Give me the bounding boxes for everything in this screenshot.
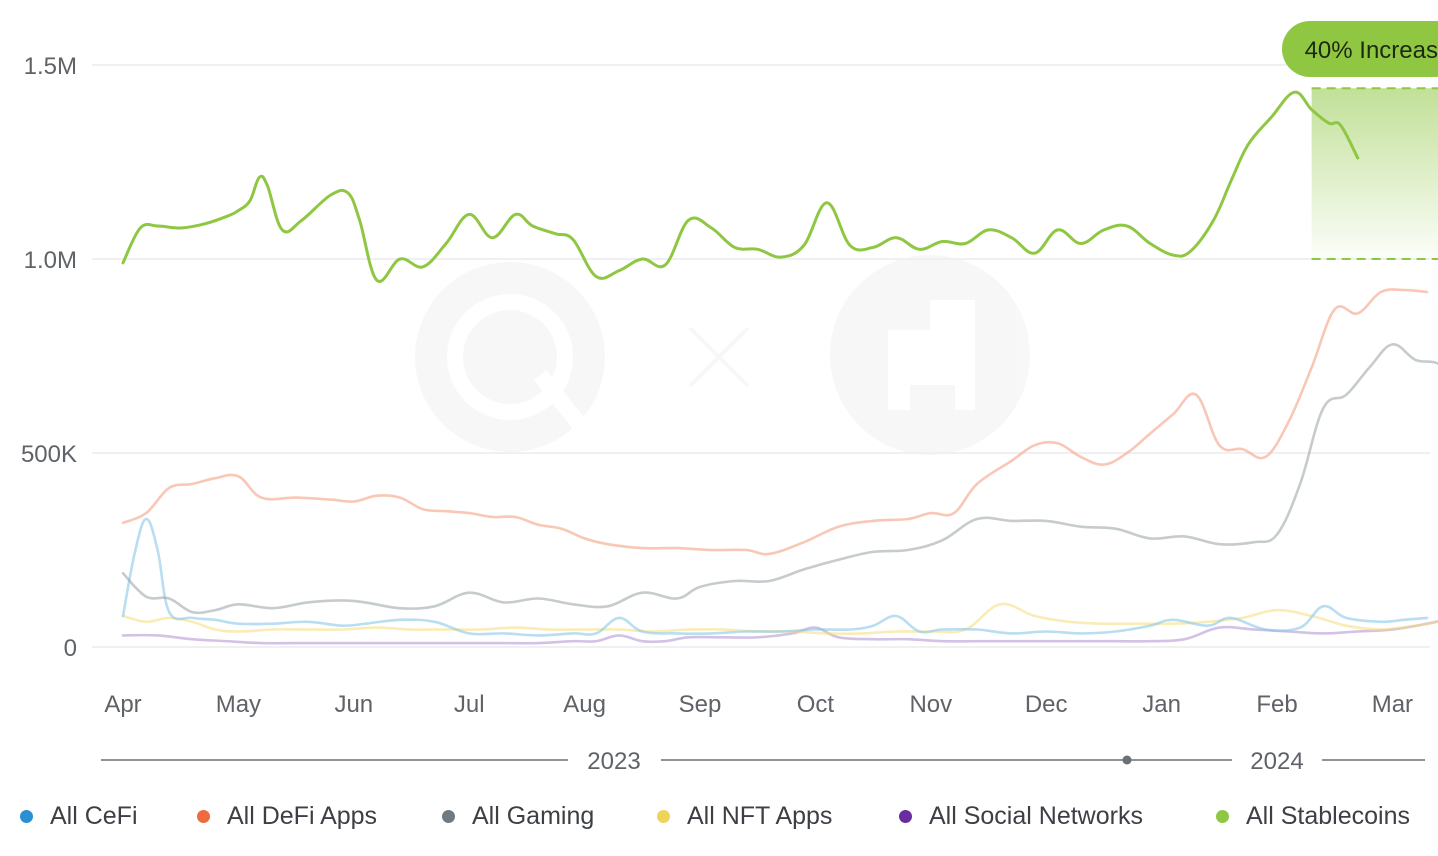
series-line-all-defi-apps — [121, 288, 1429, 556]
increase-highlight — [1311, 88, 1438, 259]
legend-dot-icon — [657, 809, 670, 823]
legend-item[interactable]: All Gaming — [442, 796, 594, 836]
x-tick-label: Jun — [334, 691, 373, 718]
year-timeline: 2023 2024 — [101, 748, 1425, 775]
increase-badge-label: 40% Increase — [1305, 37, 1438, 64]
y-tick-label: 1.0M — [24, 247, 77, 274]
timeline-marker — [1122, 755, 1132, 765]
legend-label: All NFT Apps — [687, 801, 833, 830]
gridlines: 0 500K 1.0M 1.5M — [21, 53, 1430, 662]
increase-badge — [1281, 21, 1438, 77]
year-label: 2023 — [587, 748, 640, 775]
legend-dot-icon — [20, 809, 33, 823]
legend-label: All Stablecoins — [1246, 801, 1410, 830]
legend: All CeFi All DeFi Apps All Gaming All NFT A… — [0, 796, 1438, 836]
watermark-logos — [415, 255, 1030, 455]
x-tick-label: May — [216, 691, 261, 718]
x-tick-label: Oct — [797, 691, 835, 718]
legend-item[interactable]: All Social Networks — [899, 796, 1143, 836]
legend-dot-icon — [442, 809, 455, 823]
y-tick-label: 500K — [21, 441, 77, 468]
x-tick-label: Feb — [1256, 691, 1297, 718]
x-tick-label: Jan — [1142, 691, 1181, 718]
y-tick-label: 1.5M — [24, 53, 77, 80]
series-line-all-stablecoins — [121, 90, 1360, 283]
legend-label: All Social Networks — [929, 801, 1143, 830]
x-tick-label: Aug — [563, 691, 606, 718]
x-tick-label: Sep — [679, 691, 722, 718]
legend-label: All CeFi — [50, 801, 138, 830]
x-tick-label: Jul — [454, 691, 485, 718]
legend-item[interactable]: All Stablecoins — [1216, 796, 1410, 836]
x-tick-label: Mar — [1372, 691, 1413, 718]
legend-dot-icon — [899, 809, 912, 823]
x-tick-label: Apr — [104, 691, 141, 718]
legend-item[interactable]: All DeFi Apps — [197, 796, 377, 836]
x-tick-label: Dec — [1025, 691, 1068, 718]
legend-label: All DeFi Apps — [227, 801, 378, 830]
series-line-all-gaming — [121, 343, 1438, 615]
increase-annotation: 40% Increase — [1281, 21, 1438, 260]
year-label: 2024 — [1250, 748, 1303, 775]
x-axis: Apr May Jun Jul Aug Sep Oct Nov Dec Jan Feb Mar — [104, 691, 1413, 718]
legend-dot-icon — [197, 809, 210, 823]
legend-label: All Gaming — [472, 801, 595, 830]
series-lines — [121, 90, 1438, 645]
legend-dot-icon — [1216, 809, 1229, 823]
y-tick-label: 0 — [64, 635, 77, 662]
legend-item[interactable]: All NFT Apps — [657, 796, 832, 836]
x-tick-label: Nov — [909, 691, 952, 718]
series-line-all-cefi — [121, 517, 1429, 637]
legend-item[interactable]: All CeFi — [20, 796, 138, 836]
series-line-all-social-networks — [121, 620, 1438, 645]
